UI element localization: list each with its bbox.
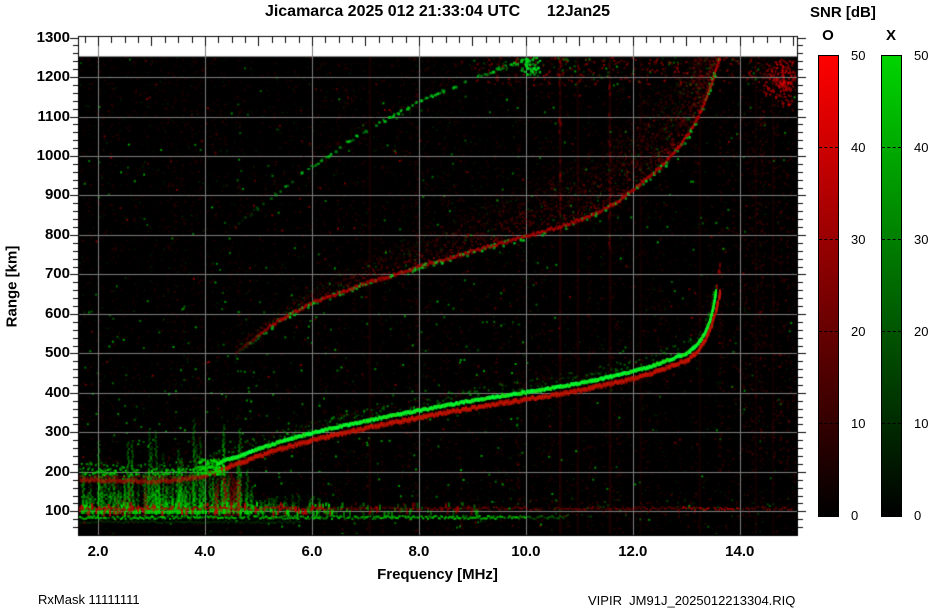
x-colorbar-tick-label: 30 [914,232,929,247]
x-tick-label: 4.0 [194,543,216,560]
x-mode-colorbar [881,55,902,517]
o-colorbar-tick-label: 10 [851,416,866,431]
x-tick-label: 14.0 [725,543,755,560]
y-tick-label: 700 [44,265,70,283]
y-tick-label: 1200 [36,68,70,86]
x-axis-label: Frequency [MHz] [377,566,498,583]
y-axis-label: Range [km] [3,245,21,328]
colorbar-tick-mark [819,147,838,148]
o-colorbar-tick-label: 50 [851,48,866,63]
colorbar-tick-mark [882,331,901,332]
x-tick-label: 6.0 [301,543,323,560]
colorbar-tick-mark [819,423,838,424]
plot-title: Jicamarca 2025 012 21:33:04 UTC 12Jan25 [264,3,611,20]
x-colorbar-tick-label: 0 [914,508,922,523]
y-tick-label: 500 [44,344,70,362]
x-tick-label: 2.0 [87,543,109,560]
o-colorbar-tick-label: 30 [851,232,866,247]
y-tick-label: 200 [44,462,70,480]
o-mode-label: O [822,27,834,44]
x-tick-label: 10.0 [511,543,541,560]
y-tick-label: 1300 [36,28,70,46]
y-tick-label: 1100 [37,107,70,125]
y-tick-label: 300 [44,423,70,441]
o-colorbar-tick-label: 40 [851,140,866,155]
x-colorbar-tick-label: 50 [914,48,929,63]
colorbar-heading: SNR [dB] [810,4,876,21]
y-tick-label: 800 [44,225,70,243]
x-mode-label: X [885,27,896,44]
x-colorbar-tick-label: 40 [914,140,929,155]
y-tick-label: 400 [44,383,70,401]
x-colorbar-tick-label: 10 [914,416,929,431]
x-tick-label: 12.0 [618,543,648,560]
y-tick-label: 1000 [36,147,70,164]
y-tick-label: 600 [44,304,70,322]
colorbar-tick-mark [882,423,901,424]
y-tick-label: 100 [44,502,70,520]
colorbar-tick-mark [882,239,901,240]
o-mode-colorbar [818,55,839,517]
colorbar-tick-mark [882,147,901,148]
filename-annotation: VIPIR JM91J_2025012213304.RIQ [588,593,796,608]
colorbar-tick-mark [819,331,838,332]
y-tick-label: 900 [44,186,70,204]
o-colorbar-tick-label: 0 [851,508,859,523]
o-colorbar-tick-label: 20 [851,324,866,339]
rxmask-annotation: RxMask 11111111 [38,592,140,607]
colorbar-tick-mark [819,239,838,240]
x-tick-label: 8.0 [408,543,430,560]
x-colorbar-tick-label: 20 [914,324,929,339]
